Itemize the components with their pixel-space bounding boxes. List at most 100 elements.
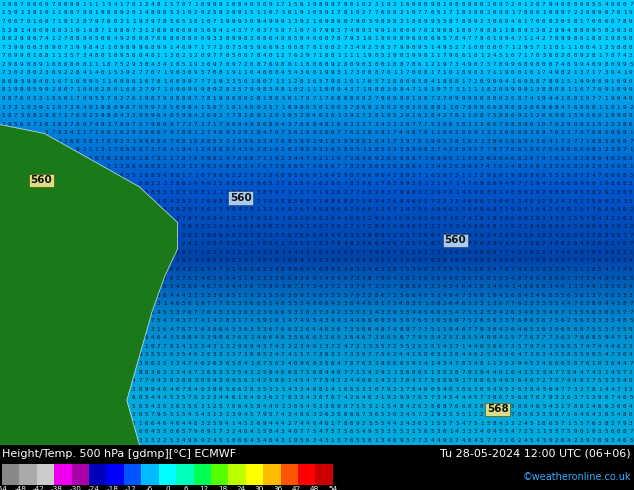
Text: 4: 4	[157, 421, 160, 426]
Text: 7: 7	[349, 71, 353, 75]
Text: 8: 8	[374, 301, 378, 306]
Text: 2: 2	[443, 412, 446, 417]
Text: 7: 7	[567, 387, 571, 392]
Text: 7: 7	[163, 344, 167, 349]
Bar	[0, 102, 634, 104]
Text: 0: 0	[101, 36, 105, 41]
Text: 5: 5	[486, 421, 489, 426]
Text: 1: 1	[542, 429, 546, 435]
Text: 4: 4	[181, 344, 185, 349]
Text: 0: 0	[207, 27, 210, 33]
Text: 5: 5	[194, 258, 198, 264]
Text: 0: 0	[262, 164, 266, 170]
Text: 4: 4	[555, 233, 558, 238]
Text: 4: 4	[555, 207, 558, 212]
Text: 8: 8	[256, 130, 260, 135]
Text: 6: 6	[524, 327, 527, 332]
Text: 5: 5	[604, 429, 608, 435]
Text: 5: 5	[145, 190, 148, 195]
Text: 5: 5	[555, 344, 558, 349]
Text: 2: 2	[529, 2, 533, 7]
Text: 6: 6	[331, 27, 334, 33]
Text: 8: 8	[138, 369, 141, 374]
Text: 7: 7	[623, 310, 626, 315]
Bar	[0, 178, 634, 179]
Text: 6: 6	[200, 267, 204, 272]
Text: 1: 1	[318, 344, 322, 349]
Bar	[0, 61, 634, 62]
Text: 8: 8	[51, 96, 55, 101]
Bar	[0, 269, 634, 270]
Text: 7: 7	[294, 233, 297, 238]
Text: 2: 2	[238, 173, 241, 178]
Text: 9: 9	[592, 27, 595, 33]
Text: 3: 3	[598, 147, 602, 152]
Text: 5: 5	[70, 53, 74, 58]
Text: 3: 3	[213, 395, 216, 400]
Text: 3: 3	[586, 190, 589, 195]
Text: 9: 9	[287, 267, 291, 272]
Bar	[0, 442, 634, 443]
Text: 1: 1	[63, 113, 67, 118]
Text: 7: 7	[256, 242, 260, 246]
Text: 9: 9	[188, 438, 191, 443]
Text: 5: 5	[455, 122, 458, 126]
Text: 3: 3	[467, 429, 471, 435]
Text: 6: 6	[200, 361, 204, 366]
Bar	[176, 464, 193, 485]
Text: 9: 9	[387, 395, 390, 400]
Bar	[0, 22, 634, 24]
Text: 5: 5	[312, 104, 316, 110]
Text: 4: 4	[579, 369, 583, 374]
Text: 0: 0	[462, 387, 465, 392]
Text: 7: 7	[548, 318, 552, 323]
Text: 24: 24	[236, 487, 245, 490]
Text: 6: 6	[126, 147, 129, 152]
Text: 6: 6	[312, 335, 316, 341]
Text: 1: 1	[536, 429, 540, 435]
Text: 4: 4	[349, 27, 353, 33]
Text: 1: 1	[529, 113, 533, 118]
Text: 6: 6	[138, 404, 141, 409]
Text: 6: 6	[611, 207, 614, 212]
Text: 0: 0	[113, 79, 117, 84]
Text: 4: 4	[598, 224, 602, 229]
Text: 4: 4	[250, 318, 254, 323]
Text: 1: 1	[94, 130, 98, 135]
Text: 5: 5	[548, 267, 552, 272]
Text: 7: 7	[411, 318, 415, 323]
Text: 7: 7	[356, 361, 359, 366]
Text: 7: 7	[1, 45, 5, 49]
Text: 2: 2	[331, 190, 334, 195]
Text: 8: 8	[281, 87, 285, 93]
Text: 6: 6	[536, 164, 540, 170]
Text: 1: 1	[455, 156, 458, 161]
Text: 5: 5	[368, 404, 372, 409]
Text: 6: 6	[219, 327, 223, 332]
Text: 4: 4	[181, 267, 185, 272]
Text: 6: 6	[480, 344, 484, 349]
Text: 7: 7	[269, 258, 272, 264]
Text: 9: 9	[287, 113, 291, 118]
Text: 5: 5	[380, 421, 384, 426]
Text: 5: 5	[424, 395, 427, 400]
Text: 6: 6	[362, 361, 365, 366]
Text: 9: 9	[244, 258, 247, 264]
Text: 8: 8	[356, 258, 359, 264]
Text: 4: 4	[275, 87, 278, 93]
Text: 6: 6	[393, 198, 396, 203]
Text: 9: 9	[548, 395, 552, 400]
Text: 4: 4	[181, 361, 185, 366]
Text: 9: 9	[150, 387, 154, 392]
Text: 8: 8	[493, 395, 496, 400]
Text: 8: 8	[486, 96, 489, 101]
Text: 9: 9	[275, 190, 278, 195]
Text: 3: 3	[219, 378, 223, 383]
Text: 8: 8	[449, 79, 453, 84]
Text: 1: 1	[511, 45, 515, 49]
Text: 1: 1	[294, 62, 297, 67]
Text: 7: 7	[592, 438, 595, 443]
Text: 1: 1	[443, 327, 446, 332]
Text: 0: 0	[430, 10, 434, 16]
Text: 5: 5	[287, 310, 291, 315]
